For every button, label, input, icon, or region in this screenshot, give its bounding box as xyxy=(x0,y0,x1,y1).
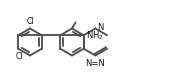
Text: Cl: Cl xyxy=(16,52,23,61)
Text: N: N xyxy=(97,23,104,32)
Text: N=N: N=N xyxy=(86,59,105,67)
Text: Cl: Cl xyxy=(26,17,34,25)
Text: NH$_2$: NH$_2$ xyxy=(86,29,103,42)
